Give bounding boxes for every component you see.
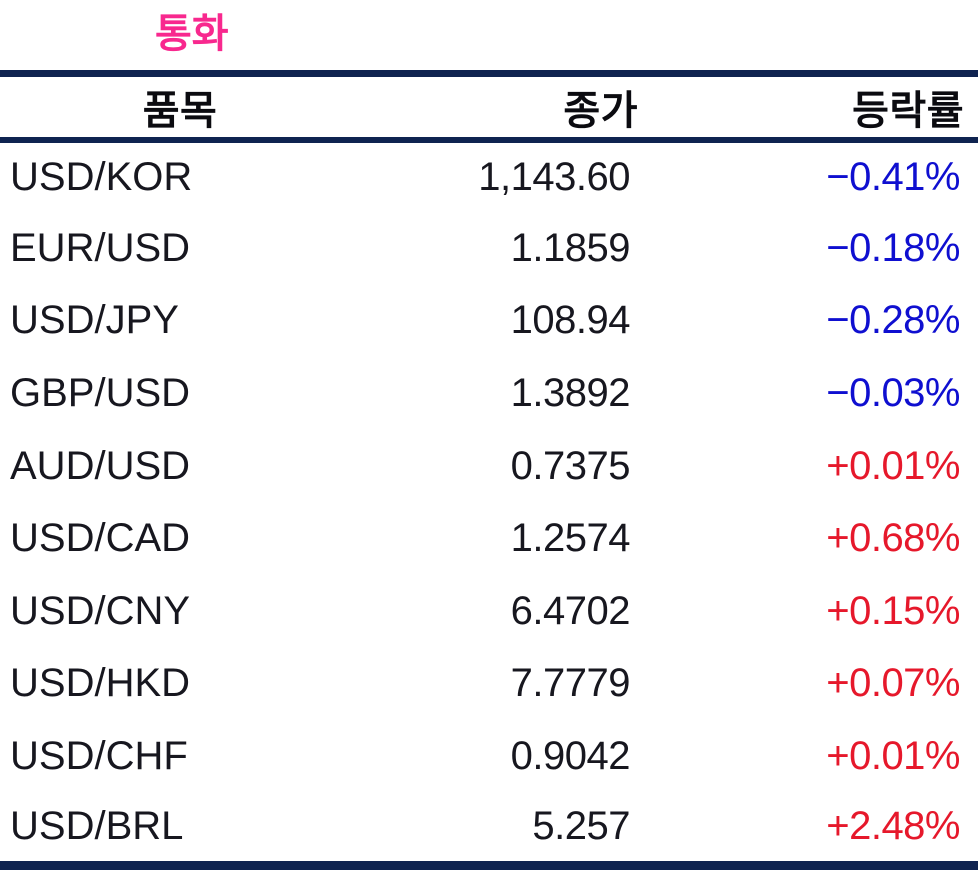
item-cell: USD/HKD: [10, 661, 191, 706]
table-row: AUD/USD 0.7375 +0.01%: [0, 430, 978, 503]
close-cell: 1.2574: [510, 516, 631, 561]
change-cell: −0.03%: [826, 371, 960, 416]
section-title: 통화: [155, 12, 229, 56]
table-row: USD/CAD 1.2574 +0.68%: [0, 502, 978, 575]
close-cell: 6.4702: [510, 588, 631, 633]
col-header-change: 등락률: [640, 70, 978, 143]
col-header-close: 종가: [360, 70, 640, 143]
currency-table: 품목 종가 등락률 USD/KOR 1,143.60 −0.41% EUR/US…: [0, 70, 978, 870]
close-cell: 108.94: [510, 298, 631, 343]
change-cell: −0.18%: [826, 225, 960, 270]
table-row: GBP/USD 1.3892 −0.03%: [0, 357, 978, 430]
close-cell: 5.257: [360, 792, 640, 870]
change-cell: +0.01%: [826, 734, 960, 779]
close-cell: 1.1859: [510, 225, 631, 270]
table-row: USD/CHF 0.9042 +0.01%: [0, 720, 978, 793]
item-cell: USD/KOR: [10, 154, 193, 199]
item-cell: USD/CAD: [10, 516, 191, 561]
item-cell: USD/JPY: [10, 298, 179, 343]
close-cell: 1.3892: [510, 371, 631, 416]
table-row: USD/KOR 1,143.60 −0.41%: [0, 140, 978, 213]
table-body: USD/KOR 1,143.60 −0.41% EUR/USD 1.1859 −…: [0, 140, 978, 870]
close-cell: 1,143.60: [478, 154, 630, 199]
item-cell: USD/BRL: [0, 792, 360, 870]
change-cell: −0.28%: [826, 298, 960, 343]
table-row: USD/CNY 6.4702 +0.15%: [0, 575, 978, 648]
item-cell: USD/CHF: [10, 734, 188, 779]
table-row: USD/BRL 5.257 +2.48%: [0, 792, 978, 870]
change-cell: +0.68%: [826, 516, 960, 561]
header-row: 품목 종가 등락률: [0, 70, 978, 143]
close-cell: 0.7375: [510, 443, 631, 488]
close-cell: 7.7779: [510, 661, 631, 706]
item-cell: AUD/USD: [10, 443, 191, 488]
change-cell: +0.15%: [826, 588, 960, 633]
item-cell: USD/CNY: [10, 588, 191, 633]
table-row: USD/HKD 7.7779 +0.07%: [0, 648, 978, 721]
close-cell: 0.9042: [510, 734, 631, 779]
col-header-item: 품목: [0, 70, 360, 143]
change-cell: +0.07%: [826, 661, 960, 706]
change-cell: +2.48%: [640, 792, 978, 870]
change-cell: −0.41%: [826, 154, 960, 199]
item-cell: EUR/USD: [10, 225, 191, 270]
table-row: USD/JPY 108.94 −0.28%: [0, 285, 978, 358]
table-header: 품목 종가 등락률: [0, 70, 978, 143]
table-row: EUR/USD 1.1859 −0.18%: [0, 212, 978, 285]
item-cell: GBP/USD: [10, 371, 191, 416]
change-cell: +0.01%: [826, 443, 960, 488]
